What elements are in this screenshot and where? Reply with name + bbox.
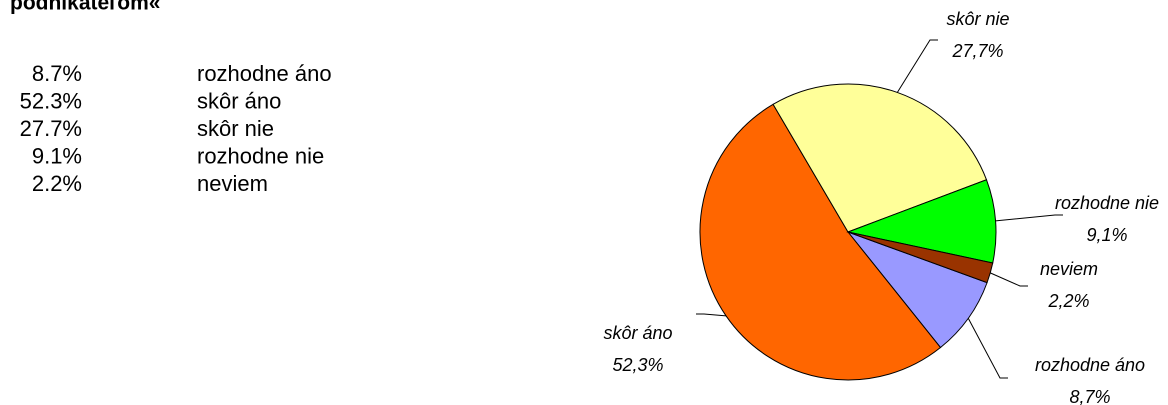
slice-value: 2,2% [1047, 291, 1089, 311]
slice-label: neviem [1040, 259, 1098, 279]
slice-value: 52,3% [612, 355, 663, 375]
list-label: rozhodne áno [197, 61, 332, 86]
slice-label: skôr nie [946, 9, 1009, 29]
list-value: 9.1% [32, 143, 82, 168]
leader-line [967, 318, 1008, 379]
slice-value: 27,7% [951, 41, 1003, 61]
list-value: 2.2% [32, 171, 82, 196]
leader-line [696, 313, 727, 317]
list-value: 27.7% [20, 116, 82, 141]
list-label: neviem [197, 171, 268, 196]
slice-label: rozhodne nie [1055, 193, 1159, 213]
list-value: 8.7% [32, 61, 82, 86]
pie-slice [846, 179, 997, 264]
list-label: skôr áno [197, 88, 281, 113]
leader-line [995, 214, 1063, 222]
leader-line [896, 39, 938, 93]
slice-value: 8,7% [1069, 387, 1110, 405]
list-label: skôr nie [197, 116, 274, 141]
list-value: 52.3% [20, 88, 82, 113]
slice-label: rozhodne áno [1035, 355, 1145, 375]
pie-slice [699, 103, 942, 381]
slice-label: skôr áno [603, 323, 672, 343]
slice-value: 9,1% [1086, 225, 1127, 245]
list-label: rozhodne nie [197, 143, 324, 168]
chart-title: podnikateľom« [10, 0, 160, 15]
leader-line [990, 272, 1028, 287]
